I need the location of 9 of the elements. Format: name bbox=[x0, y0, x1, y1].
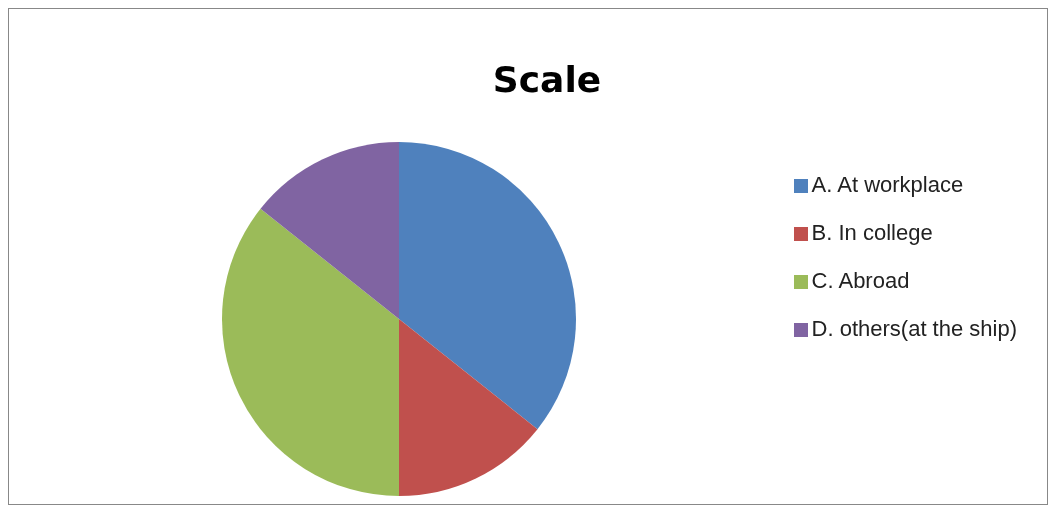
pie-slice bbox=[222, 208, 399, 496]
legend-label: C. Abroad bbox=[811, 267, 910, 293]
pie-slice bbox=[260, 142, 399, 319]
legend-label: A. At workplace bbox=[811, 171, 964, 197]
legend-label: B. In college bbox=[811, 219, 933, 245]
legend-label: D. others(at the ship) bbox=[811, 315, 1017, 341]
pie-slice bbox=[399, 319, 538, 496]
pie-slice bbox=[399, 142, 576, 430]
chart-title: Scale bbox=[491, 59, 603, 100]
